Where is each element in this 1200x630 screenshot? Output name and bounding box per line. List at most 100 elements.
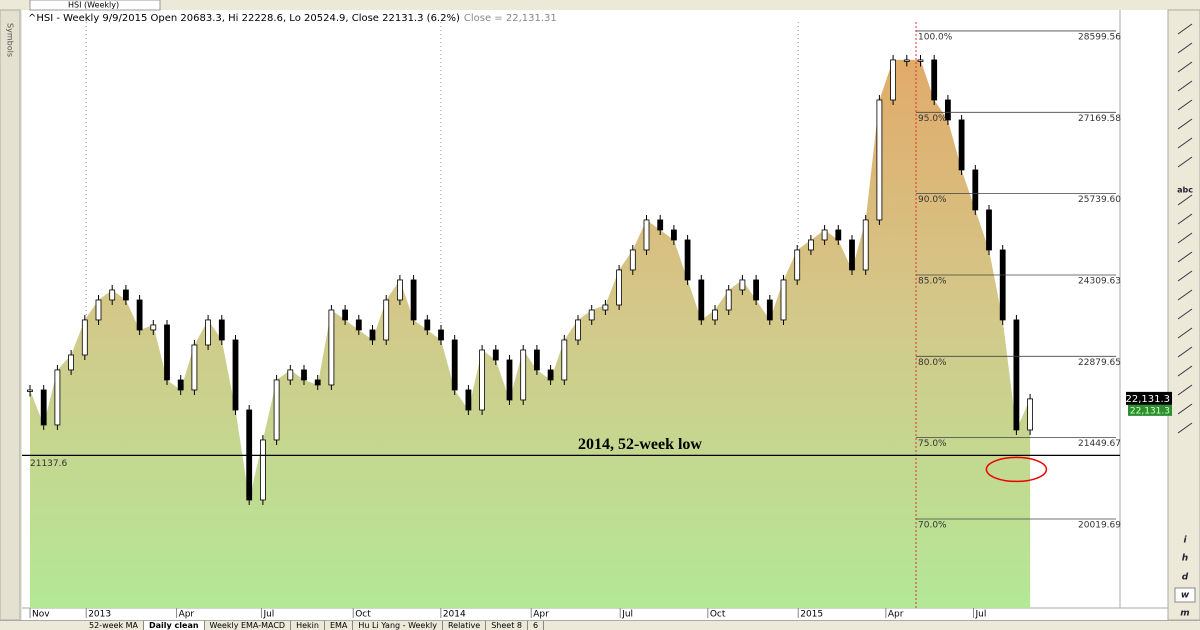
tool-icon bbox=[1177, 23, 1193, 35]
candle bbox=[821, 229, 828, 241]
tool-button[interactable] bbox=[1174, 587, 1196, 603]
highlight-circle bbox=[985, 456, 1048, 483]
fib-percent-label: 100.0% bbox=[918, 32, 953, 42]
fib-price-label: 28599.56 bbox=[1078, 32, 1121, 42]
tool-icon bbox=[1177, 80, 1193, 92]
tool-icon bbox=[1177, 156, 1193, 168]
fib-price-label: 20019.69 bbox=[1078, 520, 1121, 530]
candle bbox=[424, 319, 431, 331]
tool-label: d bbox=[1182, 573, 1189, 583]
candle bbox=[698, 279, 705, 321]
candle bbox=[780, 279, 787, 321]
candle bbox=[712, 309, 718, 321]
candle bbox=[451, 339, 458, 391]
sheet-tab[interactable]: 6 bbox=[528, 621, 545, 630]
candle bbox=[945, 99, 951, 121]
support-label: 21137.6 bbox=[30, 459, 67, 469]
x-tick-label: 2014 bbox=[443, 610, 466, 620]
x-tick-label: Jul bbox=[621, 610, 633, 620]
price-area bbox=[30, 59, 1031, 608]
candle bbox=[753, 279, 759, 301]
sheet-tab[interactable]: Sheet 8 bbox=[486, 621, 528, 630]
tool-icon bbox=[1177, 137, 1193, 149]
tool-icon bbox=[1177, 403, 1193, 415]
quote-text: ^HSI - Weekly 9/9/2015 Open 20683.3, Hi … bbox=[28, 13, 460, 24]
candle bbox=[739, 279, 746, 291]
side-tab-label: Symbols bbox=[6, 23, 15, 57]
sheet-tab[interactable]: Daily clean bbox=[144, 621, 205, 630]
quote-header: ^HSI - Weekly 9/9/2015 Open 20683.3, Hi … bbox=[28, 13, 557, 24]
sheet-tab[interactable]: EMA bbox=[325, 621, 354, 630]
x-tick-label: Oct bbox=[710, 610, 726, 620]
candle bbox=[972, 169, 979, 211]
fib-percent-label: 70.0% bbox=[918, 520, 947, 530]
last-price-text: 22,131.3 bbox=[1125, 394, 1170, 405]
candle bbox=[534, 349, 540, 371]
candle bbox=[876, 99, 883, 221]
x-tick-label: Apr bbox=[179, 610, 195, 620]
sheet-tab[interactable]: Hu Li Yang - Weekly bbox=[353, 621, 443, 630]
fib-percent-label: 80.0% bbox=[918, 358, 947, 368]
candle bbox=[68, 354, 74, 371]
x-tick-label: Oct bbox=[355, 610, 371, 620]
sheet-tab[interactable]: 52-week MA bbox=[84, 621, 145, 630]
tool-icon bbox=[1177, 99, 1193, 111]
sheet-tab[interactable]: Hekin bbox=[291, 621, 325, 630]
tool-icon bbox=[1177, 384, 1193, 396]
candle bbox=[136, 299, 143, 331]
candle bbox=[492, 349, 499, 361]
candle bbox=[1013, 319, 1020, 431]
x-tick-label: 2015 bbox=[800, 610, 823, 620]
tool-label: i bbox=[1183, 536, 1187, 546]
candle bbox=[369, 329, 376, 341]
x-tick-label: Jul bbox=[974, 610, 986, 620]
candle bbox=[588, 309, 595, 321]
last-price-tag bbox=[1126, 391, 1172, 405]
candle bbox=[890, 59, 896, 101]
tool-icon bbox=[1177, 213, 1193, 225]
fib-percent-label: 90.0% bbox=[918, 195, 947, 205]
fib-percent-label: 95.0% bbox=[918, 114, 947, 124]
candle bbox=[520, 349, 527, 401]
window-tab[interactable] bbox=[29, 0, 161, 11]
candle bbox=[547, 369, 554, 381]
candle bbox=[54, 369, 61, 426]
candle bbox=[602, 304, 609, 311]
x-tick-label: Apr bbox=[888, 610, 904, 620]
candle bbox=[123, 289, 129, 301]
candle bbox=[903, 59, 910, 62]
candle bbox=[657, 219, 664, 231]
close-readout: Close = 22,131.31 bbox=[464, 13, 557, 24]
candle bbox=[1027, 398, 1033, 431]
candle bbox=[629, 249, 636, 271]
candle bbox=[40, 389, 47, 426]
x-tick-label: Nov bbox=[32, 610, 50, 620]
tool-icon bbox=[1177, 365, 1193, 377]
x-tick-label: 2013 bbox=[88, 610, 111, 620]
candle bbox=[314, 379, 321, 386]
last-price-tag-alt bbox=[1128, 404, 1172, 416]
window-tab-title: HSI (Weekly) bbox=[68, 1, 119, 10]
sheet-tab[interactable]: Weekly EMA-MACD bbox=[205, 621, 292, 630]
annotation: 2014, 52-week low bbox=[578, 436, 702, 453]
candle bbox=[575, 319, 581, 341]
candle bbox=[808, 239, 814, 251]
side-panel[interactable] bbox=[0, 9, 21, 620]
candle bbox=[150, 324, 157, 331]
candle bbox=[958, 119, 965, 171]
tool-icon bbox=[1177, 194, 1193, 206]
sheet-tab[interactable]: Relative bbox=[443, 621, 487, 630]
candle bbox=[616, 269, 622, 306]
candle bbox=[835, 229, 842, 241]
tool-icon bbox=[1177, 422, 1193, 434]
candle bbox=[766, 299, 773, 321]
candle bbox=[465, 389, 472, 411]
tool-icon bbox=[1177, 289, 1193, 301]
tool-label: abc bbox=[1177, 186, 1193, 195]
candle bbox=[849, 239, 855, 271]
tool-icon bbox=[1177, 308, 1193, 320]
tool-label: m bbox=[1180, 609, 1189, 619]
candle bbox=[931, 59, 938, 101]
candle bbox=[643, 219, 650, 251]
